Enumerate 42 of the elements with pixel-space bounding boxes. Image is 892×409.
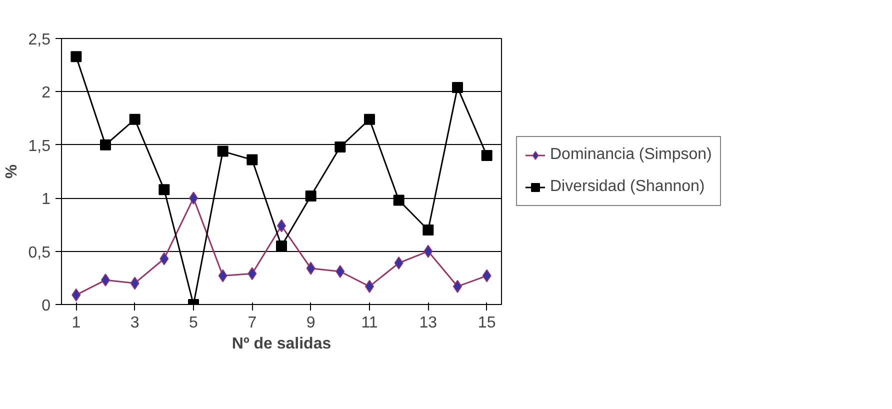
point (482, 269, 492, 282)
point (100, 139, 111, 150)
x-tick-label: 15 (478, 314, 496, 332)
point (276, 240, 287, 252)
point (217, 146, 228, 157)
point (305, 190, 316, 202)
point (422, 224, 434, 236)
x-tick-label: 1 (72, 314, 81, 332)
y-tick-label: 1 (42, 191, 51, 208)
x-axis-title: Nº de salidas (232, 336, 332, 352)
point (393, 194, 404, 206)
point (130, 276, 140, 290)
point (160, 252, 169, 266)
point (248, 267, 257, 280)
legend-label: Dominancia (Simpson) (550, 146, 712, 164)
point (334, 142, 346, 153)
y-tick-label: 1,5 (28, 138, 51, 155)
x-tick-label: 3 (130, 314, 140, 332)
y-tick-label: 0 (42, 298, 51, 314)
y-tick-label: 0,5 (28, 244, 51, 262)
x-tick-label: 13 (419, 314, 438, 332)
x-tick-label: 7 (248, 314, 257, 332)
point (424, 244, 433, 258)
point (481, 150, 492, 162)
point (72, 288, 81, 302)
point (364, 114, 375, 125)
point (129, 114, 140, 125)
legend-label: Diversidad (Shannon) (550, 178, 705, 196)
point (218, 269, 228, 282)
point (158, 184, 170, 196)
y-tick-label: 2 (42, 84, 51, 102)
point (336, 265, 345, 278)
x-tick-label: 5 (189, 314, 198, 332)
point (70, 51, 82, 62)
x-tick-label: 9 (306, 314, 316, 332)
point (246, 154, 258, 166)
point (394, 256, 404, 270)
y-axis-title: % (3, 164, 20, 179)
point (452, 82, 463, 93)
point (306, 262, 316, 275)
y-tick-label: 2,5 (28, 32, 51, 48)
x-tick-label: 11 (361, 314, 378, 332)
